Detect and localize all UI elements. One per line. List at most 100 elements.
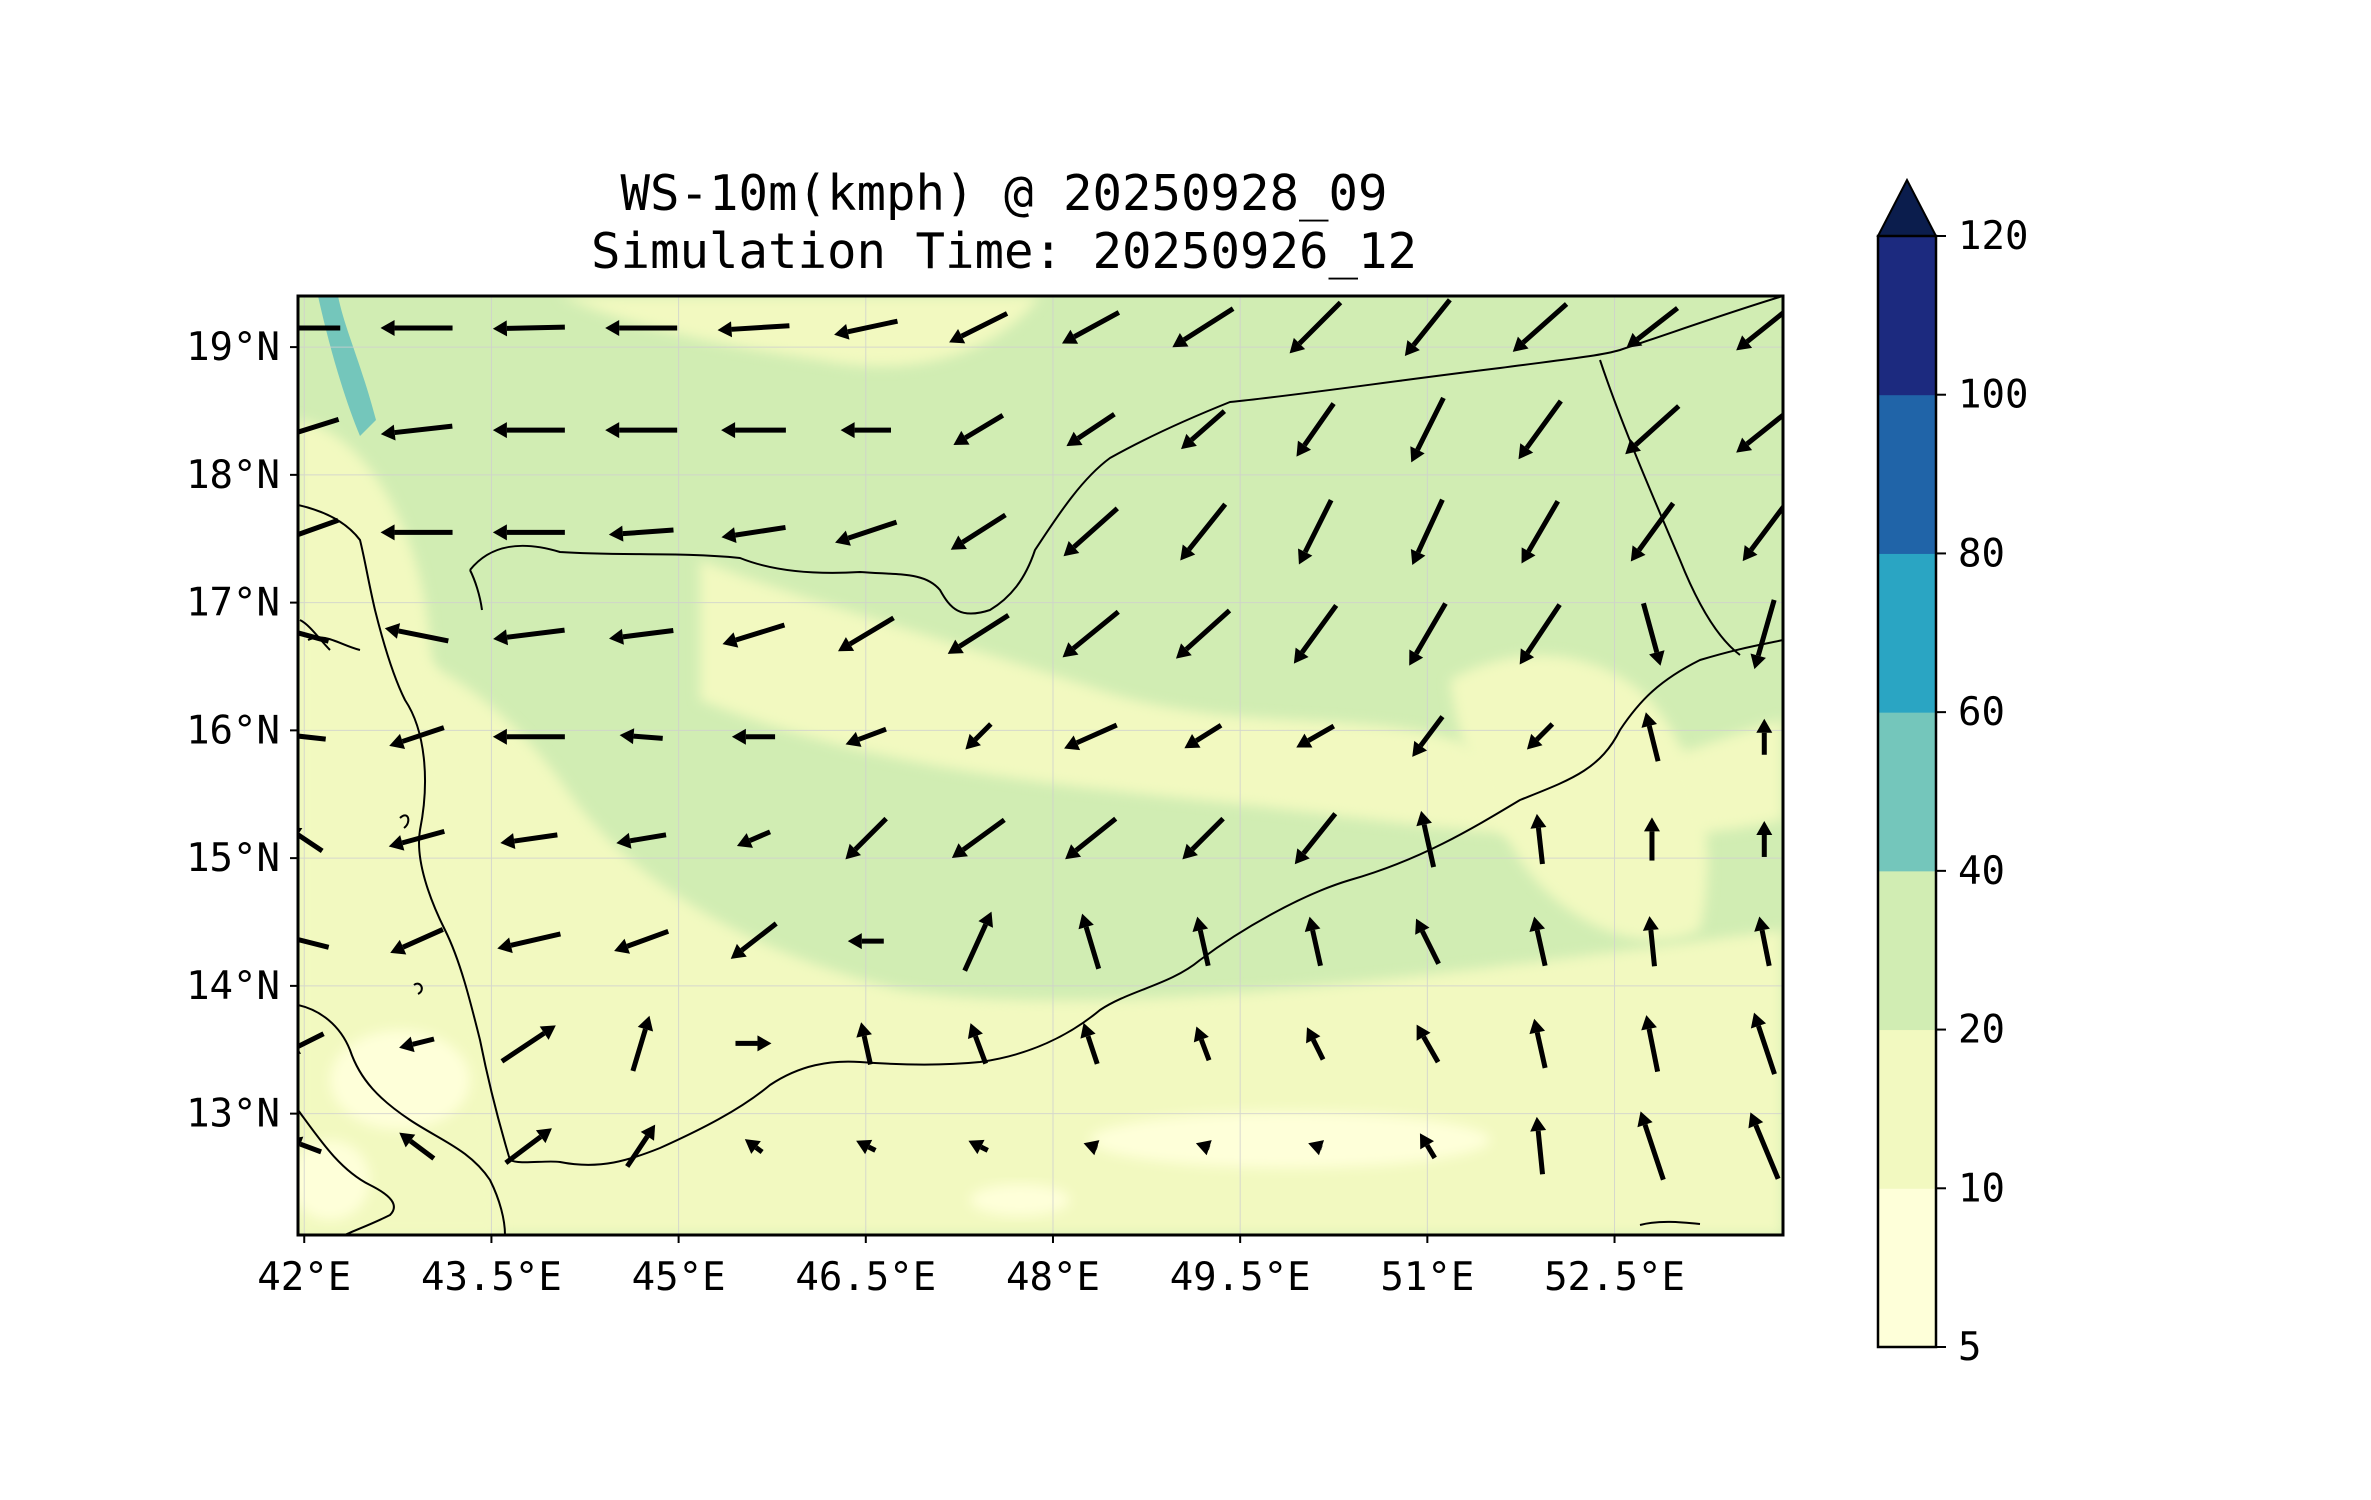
wind-arrow (949, 311, 1009, 344)
wind-arrow (1625, 404, 1681, 455)
wind-arrow (730, 921, 778, 959)
y-tick-label: 18°N (186, 453, 280, 498)
wind-arrow (847, 933, 884, 950)
wind-arrow (380, 319, 453, 336)
colorbar-band (1878, 236, 1936, 396)
coastline-africa (298, 1004, 506, 1235)
coastline-arabia (298, 504, 1783, 1166)
wind-arrow (493, 627, 565, 646)
wind-arrow (298, 733, 326, 742)
wind-arrow (390, 927, 444, 955)
colorbar-extend-max-triangle (1876, 177, 1938, 237)
wind-arrow (1643, 817, 1660, 861)
wind-arrow (717, 321, 790, 338)
wind-arrow (614, 928, 670, 954)
wind-arrow (721, 422, 786, 439)
x-tick-label: 52.5°E (1544, 1255, 1685, 1300)
map-panel: 42°E 43.5°E 45°E 46.5°E 48°E 49.5°E 51°E 52.5°E… (186, 294, 1785, 1300)
wind-arrow (380, 524, 453, 541)
wind-arrow (625, 1124, 656, 1168)
wind-arrow (1180, 502, 1228, 561)
field-calm-southwest (298, 1140, 370, 1220)
wind-arrow (399, 1132, 436, 1161)
wind-arrow (1296, 723, 1336, 748)
field-band-south (298, 620, 1783, 1235)
wind-arrow (950, 512, 1007, 550)
colorbar-tick-label: 40 (1958, 849, 2005, 894)
wind-arrow (1750, 599, 1777, 670)
colorbar-band (1878, 1029, 1936, 1189)
colorbar-band (1878, 553, 1936, 713)
y-tick-label: 16°N (186, 708, 280, 753)
wind-arrow (1078, 913, 1102, 970)
wind-arrow (1512, 302, 1569, 352)
wind-arrow (1175, 608, 1232, 659)
x-tick-label: 45°E (632, 1255, 726, 1300)
border-saudi-coast (469, 569, 483, 611)
wind-arrow (1062, 609, 1120, 658)
wind-arrow (1521, 499, 1560, 564)
wind-arrow (492, 422, 565, 439)
coastlines-borders (298, 296, 1783, 1235)
wind-arrow (951, 817, 1006, 859)
colorbar-tick-label: 60 (1958, 690, 2005, 735)
wind-arrow (1416, 810, 1437, 868)
y-tick-label: 17°N (186, 581, 280, 626)
map-title-line1: WS-10m(kmph) @ 20250928_09 (620, 165, 1387, 222)
wind-arrow (492, 320, 565, 337)
field-band-5-10 (298, 1030, 1490, 1220)
field-band-10-20 (298, 296, 1783, 1235)
wind-arrow (1626, 306, 1680, 348)
wind-arrow (399, 1036, 435, 1053)
field-band-north (560, 296, 1040, 367)
x-tick-label: 49.5°E (1170, 1255, 1311, 1300)
field-calm-south (970, 1184, 1070, 1216)
colorbar-tick-label: 100 (1958, 373, 2028, 418)
wind-arrow (1736, 411, 1783, 453)
wind-arrow (1298, 499, 1334, 565)
colorbar-tick-label: 10 (1958, 1166, 2005, 1211)
wind-arrow (1412, 715, 1445, 757)
wind-arrow (856, 1139, 877, 1155)
wind-arrow (1519, 603, 1562, 665)
wind-arrow (1742, 503, 1783, 562)
wind-arrow (500, 1025, 556, 1064)
map-frame (296, 294, 1785, 1237)
field-strong-redsea (318, 296, 376, 436)
wind-arrow (1529, 1018, 1548, 1069)
coastline-horn (298, 1109, 395, 1235)
wind-arrow (1308, 1140, 1325, 1156)
y-axis-ticks: 19°N 18°N 17°N 16°N 15°N 14°N 13°N (186, 325, 298, 1137)
wind-arrow (619, 728, 663, 745)
wind-vectors (298, 298, 1783, 1181)
wind-arrow (1419, 1133, 1437, 1160)
wind-arrow (1641, 1015, 1661, 1073)
wind-arrow (384, 623, 449, 644)
wind-arrow (380, 423, 453, 441)
wind-arrow (1293, 603, 1339, 664)
wind-arrow (1083, 1140, 1100, 1156)
wind-arrow (835, 519, 898, 546)
wind-arrow (1530, 813, 1547, 865)
wind-arrow (1182, 816, 1225, 860)
wind-arrow (1518, 399, 1563, 460)
wind-arrow (298, 325, 341, 331)
colorbar-ticks: 5 10 20 40 60 80 100 120 (1936, 214, 2028, 1370)
wind-arrow (630, 1015, 654, 1072)
colorbar-tick-label: 120 (1958, 214, 2028, 259)
wind-arrow (744, 1139, 764, 1155)
wind-arrow (1195, 1140, 1212, 1156)
field-calm-west (330, 1030, 470, 1130)
wind-arrow (1642, 916, 1659, 967)
wind-arrow (1641, 602, 1665, 666)
field-calm-east (1090, 1112, 1490, 1168)
wind-arrow (1416, 1024, 1441, 1064)
wind-arrow (953, 413, 1005, 445)
wind-arrow (968, 1139, 989, 1155)
wind-arrow (492, 524, 565, 541)
wind-arrow (497, 931, 561, 954)
x-tick-label: 42°E (257, 1255, 351, 1300)
wind-arrow (834, 318, 898, 340)
wind-arrow (721, 524, 786, 544)
colorbar-tick-label: 20 (1958, 1008, 2005, 1053)
